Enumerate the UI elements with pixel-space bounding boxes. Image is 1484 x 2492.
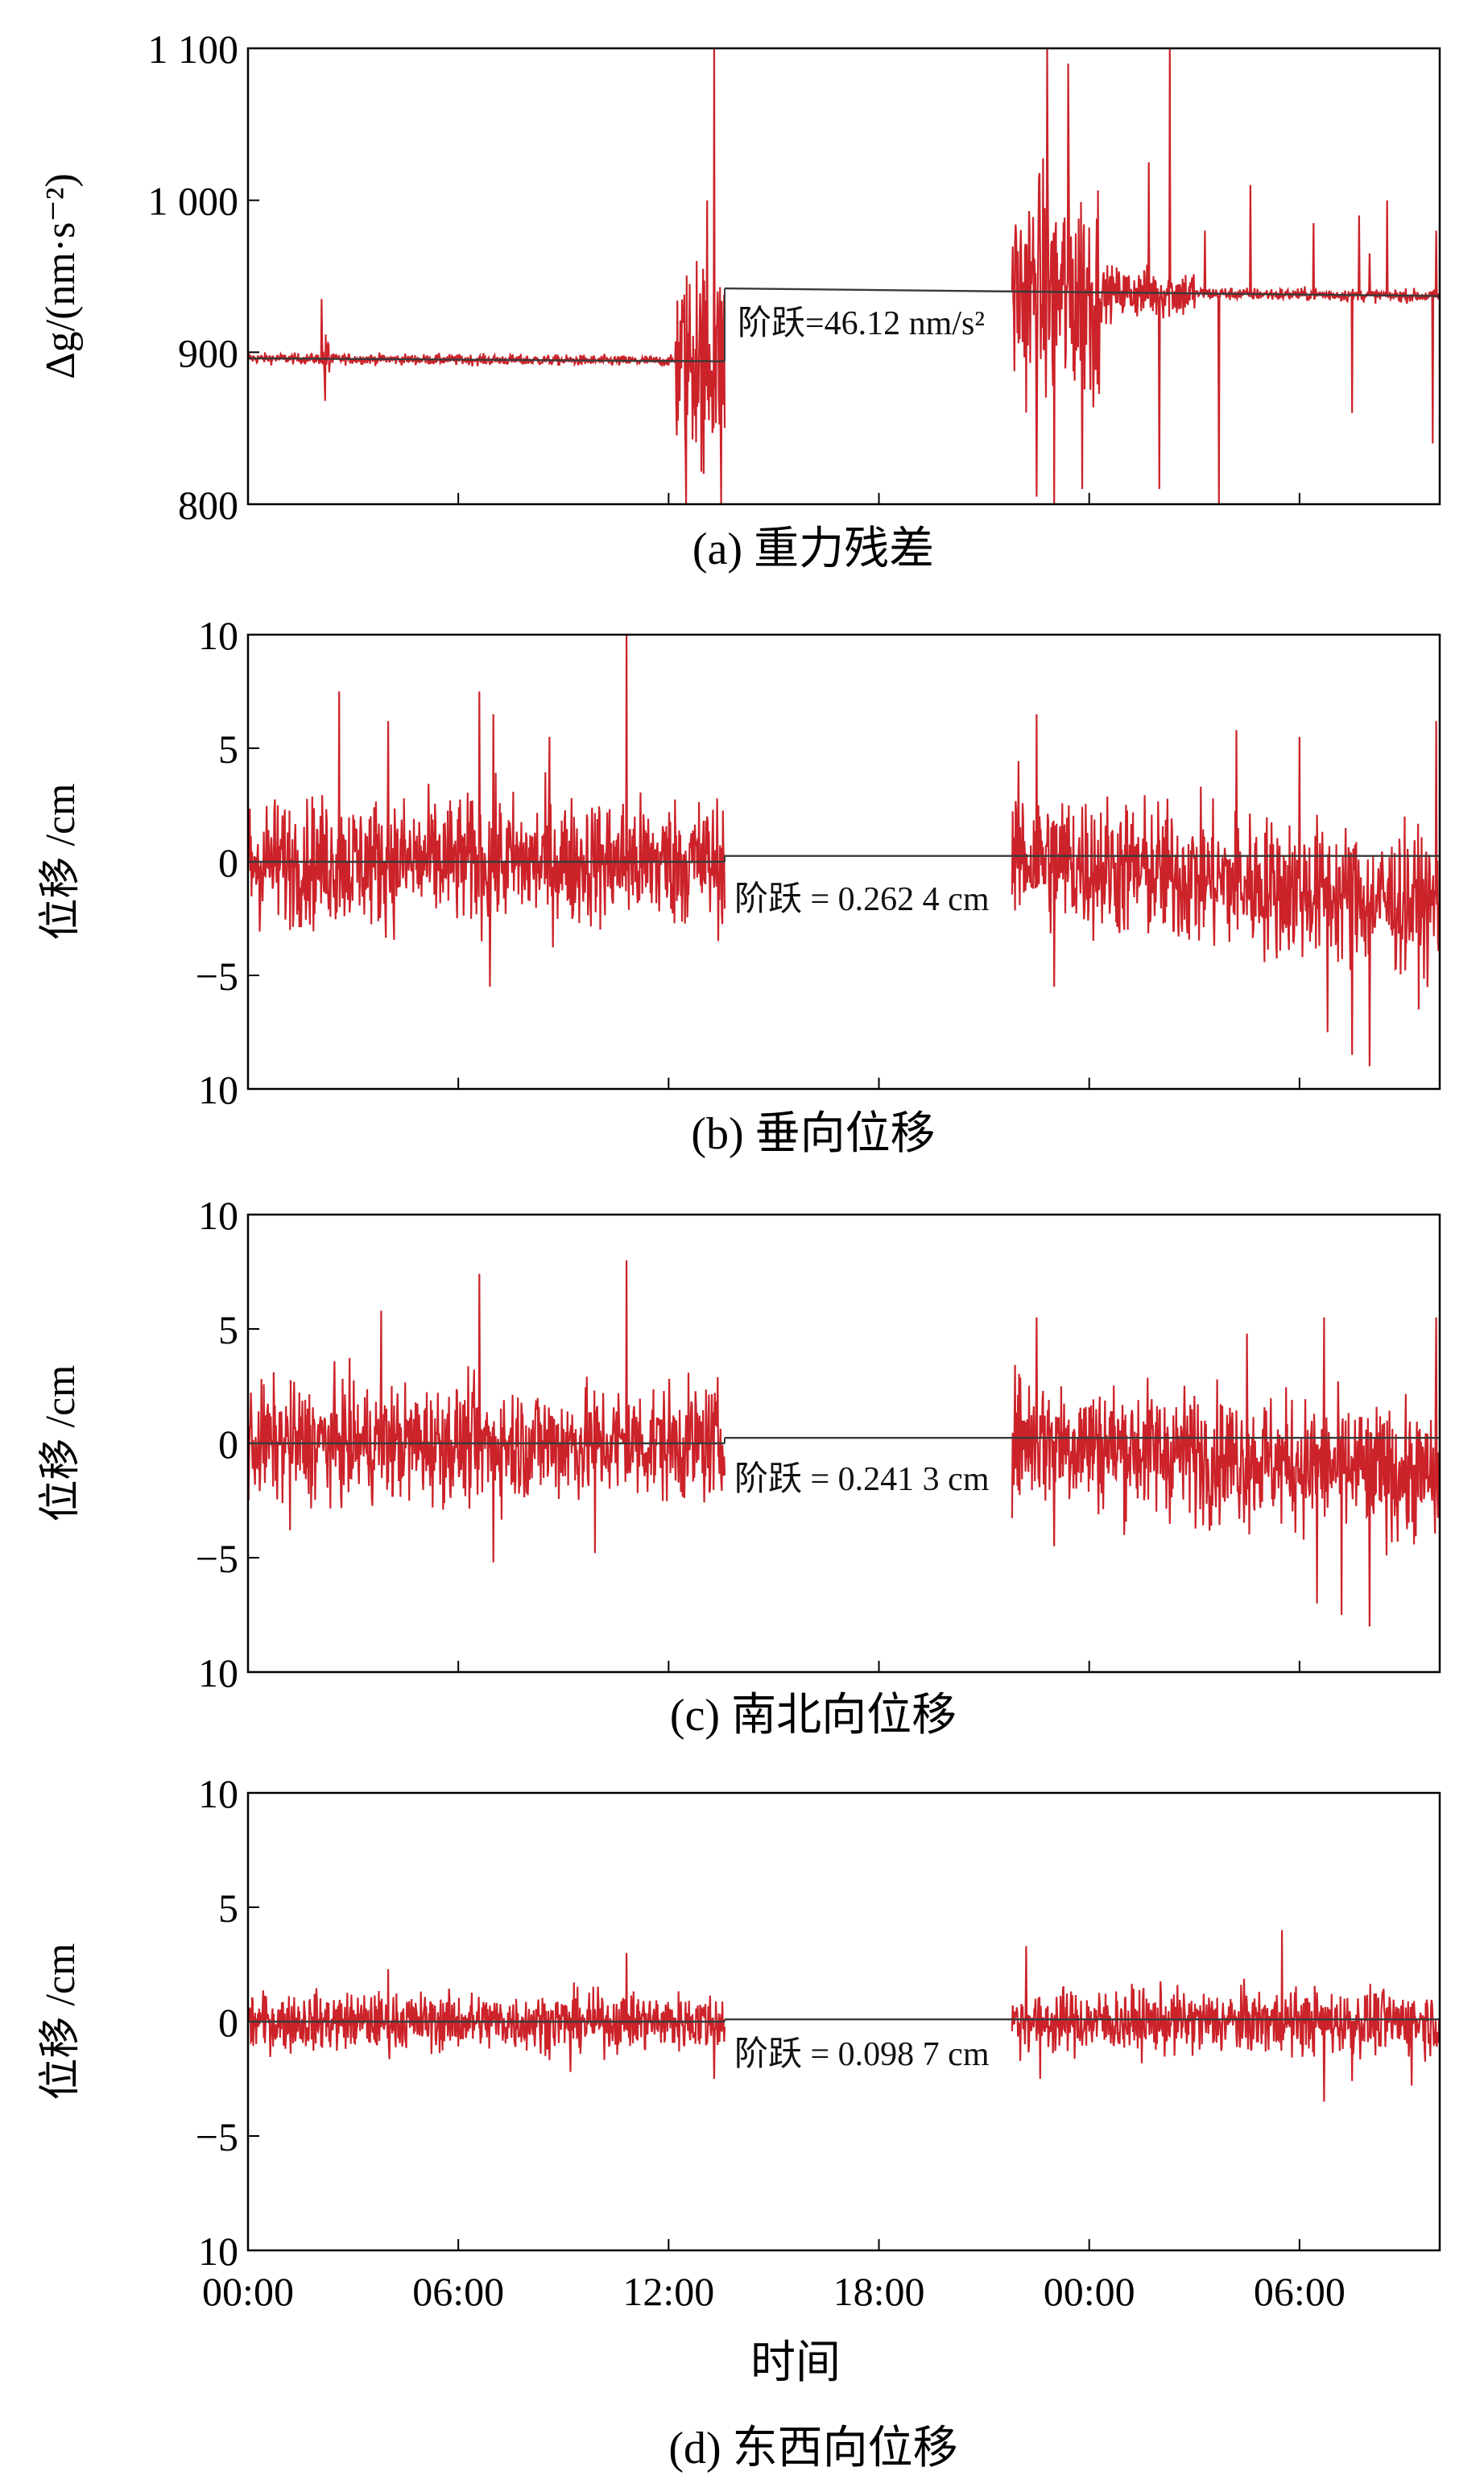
step-annotation: 阶跃 = 0.241 3 cm <box>734 1461 990 1498</box>
y-tick-label: 0 <box>218 840 238 885</box>
series-trace <box>248 48 726 504</box>
x-tick-label: 18:00 <box>833 2269 925 2314</box>
y-tick-label: 0 <box>218 2000 238 2045</box>
y-tick-label: 1 000 <box>148 179 239 224</box>
panel-c: 10 −5 0 5 10 阶跃 = 0.241 3 cm 位移 /cm (c) 南北向位移 <box>38 1193 1441 1741</box>
y-tick-label: −5 <box>196 954 238 999</box>
plot-frame <box>246 47 1441 506</box>
y-tick-label: 5 <box>218 726 238 772</box>
panel-a: 800 900 1 000 1 100 阶跃=46.12 nm/s² Δg/(nm·s⁻²… <box>38 27 1441 574</box>
y-tick-label: 900 <box>178 330 238 375</box>
x-tick-label: 12:00 <box>622 2269 714 2314</box>
series-trace <box>248 1260 726 1563</box>
step-annotation: 阶跃 = 0.098 7 cm <box>734 2036 990 2073</box>
y-tick-label: 10 <box>198 1771 238 1816</box>
series-trace <box>248 635 726 987</box>
series-trace <box>1011 1317 1440 1627</box>
panel-caption: (a) 重力残差 <box>692 524 934 574</box>
y-tick-label: 1 100 <box>148 27 239 72</box>
panel-caption: (d) 东西向位移 <box>668 2424 957 2473</box>
y-tick-label: 0 <box>218 1422 238 1467</box>
fit-line <box>247 357 725 362</box>
y-axis-label: 位移 /cm <box>38 1365 84 1522</box>
y-tick-label: 10 <box>198 1650 238 1695</box>
panel-caption: (c) 南北向位移 <box>670 1691 957 1741</box>
fit-line <box>1011 290 1441 297</box>
series-trace <box>1011 714 1440 1066</box>
plot-frame <box>246 633 1441 1091</box>
x-tick-label: 00:00 <box>202 2269 294 2314</box>
x-tick-label: 06:00 <box>1254 2269 1346 2314</box>
fit-line <box>724 287 1012 293</box>
y-axis-label: 位移 /cm <box>38 784 84 941</box>
series-trace <box>248 1952 726 2080</box>
series-trace <box>1011 1930 1440 2102</box>
y-tick-label: 10 <box>198 1067 238 1112</box>
step-annotation: 阶跃 = 0.262 4 cm <box>734 881 990 918</box>
y-tick-label: −5 <box>196 2114 238 2159</box>
y-tick-label: 800 <box>178 482 238 528</box>
series-trace <box>1011 48 1440 504</box>
y-tick-label: 10 <box>198 1193 238 1238</box>
y-tick-label: 10 <box>198 613 238 658</box>
y-tick-label: 5 <box>218 1886 238 1931</box>
y-axis-label: 位移 /cm <box>38 1944 84 2101</box>
plot-frame <box>246 1213 1441 1674</box>
panel-caption: (b) 垂向位移 <box>691 1109 935 1159</box>
x-axis-title: 时间 <box>750 2338 841 2388</box>
x-tick-label: 00:00 <box>1044 2269 1135 2314</box>
x-tick-label: 06:00 <box>412 2269 504 2314</box>
y-tick-label: −5 <box>196 1536 238 1581</box>
chart-panels: 800 900 1 000 1 100 阶跃=46.12 nm/s² Δg/(nm·s⁻²… <box>38 27 1441 2473</box>
plot-frame <box>246 1791 1441 2252</box>
y-tick-label: 10 <box>198 2229 238 2274</box>
step-annotation: 阶跃=46.12 nm/s² <box>738 305 985 342</box>
panel-b: 10 −5 0 5 10 阶跃 = 0.262 4 cm 位移 /cm (b) 垂向位移 <box>38 613 1441 1159</box>
y-tick-label: 5 <box>218 1307 238 1352</box>
y-axis-label: Δg/(nm·s⁻²) <box>38 173 84 379</box>
